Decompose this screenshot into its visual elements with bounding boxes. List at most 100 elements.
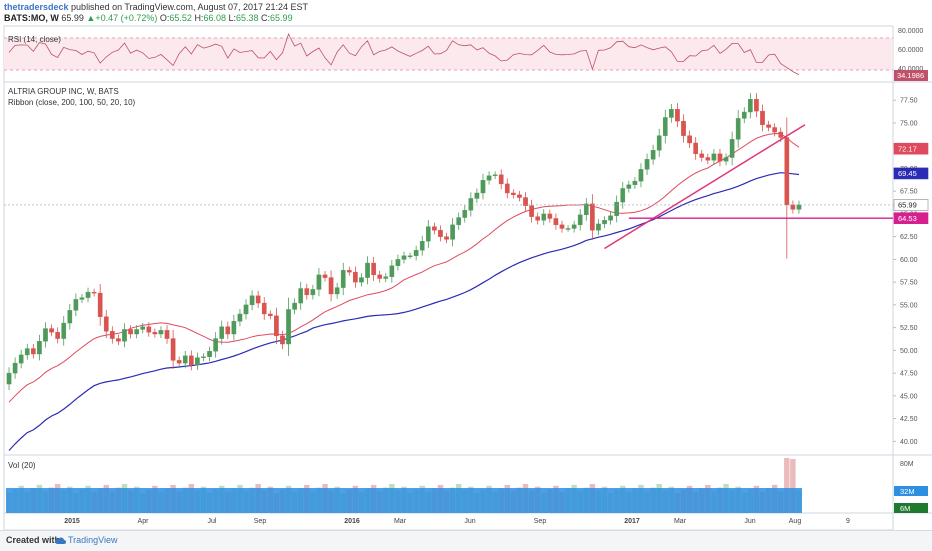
candle-body-21 xyxy=(135,329,139,334)
candle-body-104 xyxy=(639,169,643,181)
candle-body-42 xyxy=(262,303,266,314)
time-tick-1: Apr xyxy=(138,518,150,525)
candle-body-66 xyxy=(408,256,412,257)
candle-body-111 xyxy=(681,121,685,136)
candle-body-30 xyxy=(189,356,193,365)
candle-body-84 xyxy=(517,195,521,198)
candle-body-118 xyxy=(724,158,728,162)
candle-body-49 xyxy=(305,289,309,295)
candle-body-71 xyxy=(438,230,442,236)
candle-body-41 xyxy=(256,296,260,303)
candle-body-19 xyxy=(122,329,126,341)
candle-body-76 xyxy=(469,198,473,210)
candle-body-58 xyxy=(359,278,363,283)
candle-body-80 xyxy=(493,175,497,176)
time-tick-9: Mar xyxy=(674,518,687,525)
tradingview-brand-link[interactable]: TradingView xyxy=(68,535,118,545)
candle-body-44 xyxy=(274,316,278,336)
candle-body-68 xyxy=(420,241,424,250)
candle-body-53 xyxy=(329,278,333,294)
candle-body-63 xyxy=(390,266,394,277)
candle-body-105 xyxy=(645,159,649,169)
candle-body-13 xyxy=(86,292,90,297)
candle-body-86 xyxy=(529,206,533,217)
time-tick-8: 2017 xyxy=(624,518,640,525)
candle-body-89 xyxy=(548,214,552,219)
candle-body-77 xyxy=(475,193,479,198)
price-tick-0: 77.50 xyxy=(900,98,918,105)
time-tick-3: Sep xyxy=(254,518,267,525)
candle-body-31 xyxy=(195,358,199,365)
time-tick-12: 9 xyxy=(846,518,850,525)
candle-body-29 xyxy=(183,356,187,363)
candle-body-36 xyxy=(226,327,230,334)
price-tick-11: 50.00 xyxy=(900,348,918,355)
vol-badge-32m-text: 32M xyxy=(900,487,915,496)
candle-body-9 xyxy=(62,323,66,338)
candle-body-33 xyxy=(207,351,211,356)
candle-body-12 xyxy=(80,298,84,300)
chart-canvas[interactable]: RSI (14, close) 80.0000 60.0000 40.0000 … xyxy=(0,0,932,530)
candle-body-56 xyxy=(347,270,351,272)
candle-body-10 xyxy=(68,310,72,323)
candle-body-88 xyxy=(542,214,546,220)
rsi-band xyxy=(4,38,893,70)
candle-body-79 xyxy=(487,176,491,181)
candle-body-75 xyxy=(463,210,467,217)
candle-body-6 xyxy=(43,329,47,342)
candle-body-120 xyxy=(736,118,740,139)
rsi-label: RSI (14, close) xyxy=(8,35,61,44)
candle-body-81 xyxy=(499,175,503,184)
created-with-text: Created with xyxy=(6,535,60,545)
main-pane-title: ALTRIA GROUP INC, W, BATS xyxy=(8,87,119,96)
candle-body-126 xyxy=(773,127,777,132)
candle-body-129 xyxy=(791,205,795,210)
candle-body-51 xyxy=(317,275,321,290)
candle-body-39 xyxy=(244,305,248,314)
time-tick-11: Aug xyxy=(789,518,802,525)
candle-body-52 xyxy=(323,275,327,278)
candle-body-69 xyxy=(426,227,430,242)
candle-body-116 xyxy=(712,154,716,160)
candle-body-109 xyxy=(669,109,673,117)
candle-body-57 xyxy=(353,272,357,282)
candle-body-3 xyxy=(25,349,29,355)
price-tick-13: 45.00 xyxy=(900,393,918,400)
candle-body-93 xyxy=(572,225,576,229)
candle-body-22 xyxy=(141,327,145,330)
price-badge-text-1: 69.45 xyxy=(898,169,917,178)
candle-body-124 xyxy=(760,111,764,125)
price-tick-12: 47.50 xyxy=(900,371,918,378)
candle-body-67 xyxy=(414,250,418,255)
ribbon-label: Ribbon (close, 200, 100, 50, 20, 10) xyxy=(8,98,136,107)
time-tick-2: Jul xyxy=(208,518,217,525)
candle-body-38 xyxy=(238,314,242,321)
candle-body-96 xyxy=(590,204,594,230)
vol-ma-band xyxy=(6,488,802,513)
candle-body-40 xyxy=(250,296,254,305)
candle-body-101 xyxy=(621,188,625,202)
chart-frame xyxy=(4,26,893,530)
candle-body-117 xyxy=(718,154,722,161)
price-tick-10: 52.50 xyxy=(900,325,918,332)
rsi-tick-80: 80.0000 xyxy=(898,28,923,35)
candle-body-110 xyxy=(675,109,679,121)
candle-body-78 xyxy=(481,180,485,193)
candle-body-97 xyxy=(596,224,600,230)
vol-label: Vol (20) xyxy=(8,461,36,470)
time-tick-10: Jun xyxy=(744,518,755,525)
candle-body-25 xyxy=(159,330,163,334)
candle-body-121 xyxy=(742,112,746,118)
candle-body-15 xyxy=(98,293,102,317)
candle-body-114 xyxy=(700,154,704,158)
candle-body-55 xyxy=(341,270,345,287)
candle-body-16 xyxy=(104,317,108,332)
candle-body-92 xyxy=(566,228,570,229)
candle-body-18 xyxy=(116,339,120,342)
tradingview-cloud-icon xyxy=(54,535,66,545)
candle-body-43 xyxy=(268,314,272,316)
rsi-value-text: 34.1986 xyxy=(897,71,924,80)
candle-body-34 xyxy=(214,339,218,352)
candle-body-2 xyxy=(19,355,23,363)
candle-body-11 xyxy=(74,299,78,310)
